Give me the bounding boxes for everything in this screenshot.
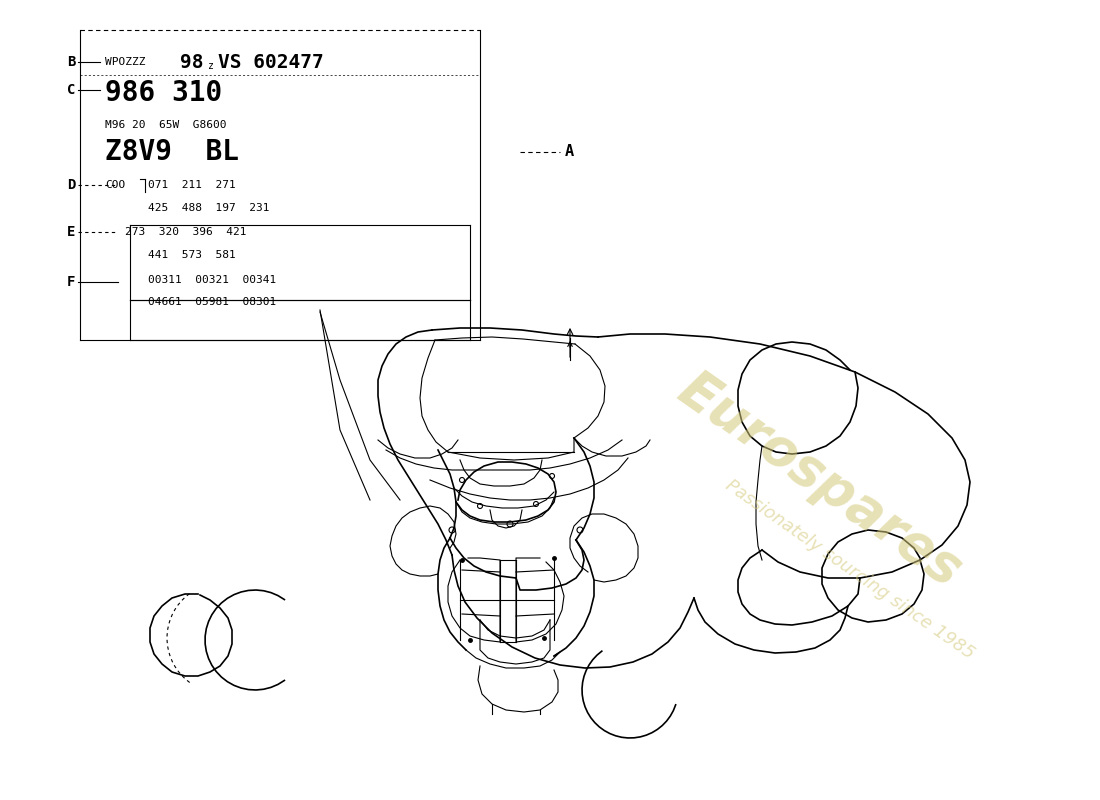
Text: 00311  00321  00341: 00311 00321 00341 bbox=[148, 275, 276, 285]
Text: 98: 98 bbox=[180, 53, 204, 71]
Text: Z8V9  BL: Z8V9 BL bbox=[104, 138, 239, 166]
Text: A: A bbox=[565, 145, 574, 159]
Text: 425  488  197  231: 425 488 197 231 bbox=[148, 203, 270, 213]
Text: 441  573  581: 441 573 581 bbox=[148, 250, 235, 260]
Text: Eurospares: Eurospares bbox=[669, 363, 971, 597]
Text: 071  211  271: 071 211 271 bbox=[148, 180, 235, 190]
Text: M96 20  65W  G8600: M96 20 65W G8600 bbox=[104, 120, 227, 130]
Text: 04661  05981  08301: 04661 05981 08301 bbox=[148, 297, 276, 307]
Text: z: z bbox=[208, 61, 213, 71]
Text: F: F bbox=[67, 275, 75, 289]
Text: 986 310: 986 310 bbox=[104, 79, 222, 107]
Text: WPOZZZ: WPOZZZ bbox=[104, 57, 145, 67]
Text: C: C bbox=[67, 83, 75, 97]
Text: B: B bbox=[67, 55, 75, 69]
Text: 273  320  396  421: 273 320 396 421 bbox=[125, 227, 246, 237]
Text: Passionately sourcing since 1985: Passionately sourcing since 1985 bbox=[723, 477, 978, 663]
Text: E: E bbox=[67, 225, 75, 239]
Text: COO: COO bbox=[104, 180, 125, 190]
Text: VS 602477: VS 602477 bbox=[218, 53, 323, 71]
Text: D: D bbox=[67, 178, 75, 192]
